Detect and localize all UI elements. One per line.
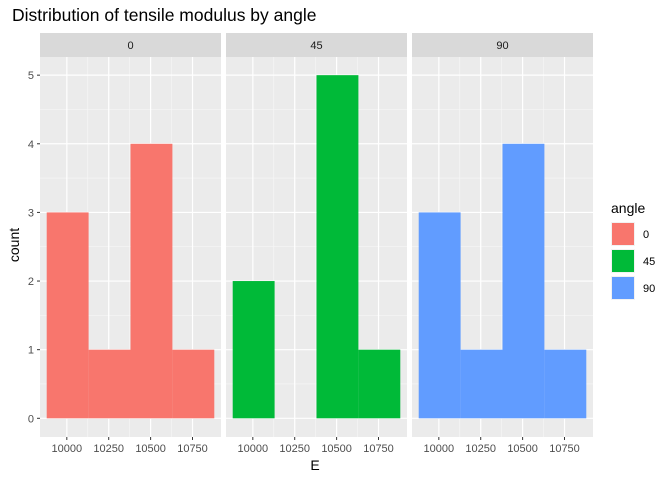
facet-strip <box>226 33 407 57</box>
legend-key-0 <box>612 223 634 245</box>
histogram-bar <box>88 349 131 419</box>
x-tick-label: 10250 <box>465 443 496 455</box>
facet-strip-label: 45 <box>310 40 322 52</box>
facet-panel-90: 90 10000 10250 10500 10750 <box>412 33 593 455</box>
legend-label: 0 <box>643 229 649 241</box>
y-tick-label: 5 <box>28 70 34 82</box>
chart-title: Distribution of tensile modulus by angle <box>12 5 316 25</box>
x-tick-label: 10500 <box>507 443 538 455</box>
histogram-bar <box>46 212 89 419</box>
x-tick-label: 10000 <box>424 443 455 455</box>
x-tick-label: 10000 <box>238 443 269 455</box>
y-tick-label: 3 <box>28 207 34 219</box>
facet-strip <box>412 33 593 57</box>
histogram-bar <box>460 349 503 419</box>
legend-key-90 <box>612 277 634 299</box>
legend-key-45 <box>612 250 634 272</box>
y-tick-label: 1 <box>28 345 34 357</box>
x-tick-label: 10250 <box>279 443 310 455</box>
y-tick-label: 0 <box>28 413 34 425</box>
x-tick-label: 10500 <box>135 443 166 455</box>
y-tick-label: 4 <box>28 139 34 151</box>
y-tick-label: 2 <box>28 276 34 288</box>
histogram-bar <box>418 212 461 419</box>
x-tick-label: 10250 <box>93 443 124 455</box>
histogram-bar <box>232 281 275 419</box>
y-axis-title: count <box>6 228 22 262</box>
x-axis-title: E <box>310 457 319 473</box>
histogram-bar <box>502 143 545 419</box>
histogram-bar <box>358 349 401 419</box>
facet-panel-0: 0 10000 10250 10500 10750 <box>40 33 221 455</box>
legend-title: angle <box>611 200 645 216</box>
x-tick-label: 10750 <box>363 443 394 455</box>
legend-label: 45 <box>643 256 655 268</box>
legend: angle 0 45 90 <box>611 200 655 300</box>
histogram-bar <box>130 143 173 419</box>
x-tick-label: 10000 <box>52 443 83 455</box>
histogram-bar <box>172 349 215 419</box>
legend-label: 90 <box>643 283 655 295</box>
histogram-bar <box>316 75 359 419</box>
facet-strip <box>40 33 221 57</box>
histogram-bar <box>544 349 587 419</box>
facet-strip-label: 0 <box>127 40 133 52</box>
facet-panel-45: 45 10000 10250 10500 10750 <box>226 33 407 455</box>
x-tick-label: 10750 <box>549 443 580 455</box>
x-tick-label: 10500 <box>321 443 352 455</box>
facet-strip-label: 90 <box>496 40 508 52</box>
x-tick-label: 10750 <box>177 443 208 455</box>
